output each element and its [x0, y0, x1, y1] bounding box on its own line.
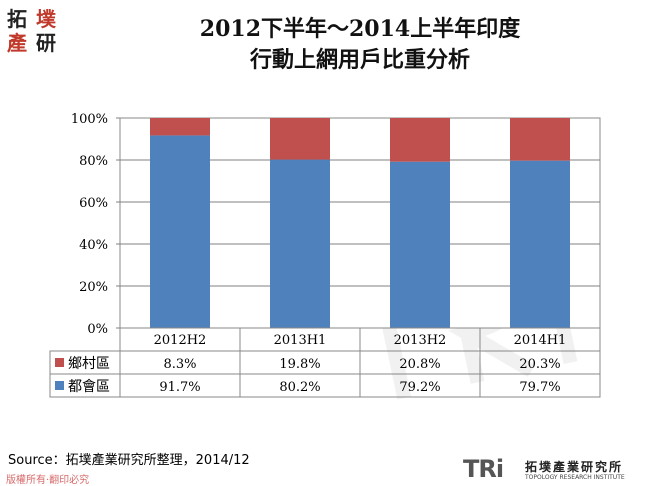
svg-text:拓: 拓 — [7, 7, 27, 31]
logo-icon: 拓 墣 產 研 — [4, 4, 66, 54]
y-tick-label: 100% — [71, 112, 108, 127]
tri-logo-chinese: 拓墣產業研究所 — [525, 460, 624, 474]
bars — [150, 118, 570, 328]
x-category-label: 2012H2 — [154, 333, 207, 348]
bar-segment — [150, 118, 210, 136]
bar-segment — [510, 118, 570, 161]
y-tick-label: 40% — [79, 238, 108, 253]
svg-text:產: 產 — [7, 31, 27, 54]
legend-swatch — [55, 358, 64, 367]
data-label: 80.2% — [279, 380, 320, 395]
tri-logo: TRi 拓墣產業研究所 TOPOLOGY RESEARCH INSTITUTE — [463, 455, 648, 485]
data-table: 2012H2 2013H1 2013H2 2014H1 鄉村區 8.3% 19.8% 20.8… — [49, 327, 601, 398]
bar-segment — [390, 161, 450, 328]
data-label: 79.7% — [519, 380, 560, 395]
data-label: 91.7% — [159, 380, 200, 395]
data-label: 20.3% — [519, 357, 560, 372]
bar-segment — [270, 118, 330, 160]
data-label: 19.8% — [279, 357, 320, 372]
data-label: 8.3% — [163, 357, 196, 372]
bar-segment — [150, 135, 210, 328]
legend-label: 都會區 — [68, 379, 110, 395]
tri-logo-mark: TRi — [463, 455, 504, 483]
y-axis-ticks: 0% 20% 40% 60% 80% 100% — [71, 112, 120, 337]
bar-segment — [390, 118, 450, 162]
data-label: 20.8% — [399, 357, 440, 372]
x-category-label: 2013H2 — [394, 333, 447, 348]
data-label: 79.2% — [399, 380, 440, 395]
svg-text:研: 研 — [36, 31, 56, 54]
copyright-note: 版權所有‧翻印必究 — [6, 475, 90, 486]
tri-logo-english: TOPOLOGY RESEARCH INSTITUTE — [525, 474, 625, 481]
y-tick-label: 80% — [79, 154, 108, 169]
chart-title: 2012下半年～2014上半年印度 行動上網用戶比重分析 — [120, 14, 600, 76]
bar-segment — [270, 159, 330, 328]
x-category-label: 2014H1 — [514, 333, 567, 348]
x-category-label: 2013H1 — [274, 333, 327, 348]
y-tick-label: 0% — [87, 322, 108, 337]
bar-segment — [510, 160, 570, 328]
legend-label: 鄉村區 — [68, 356, 110, 372]
svg-text:墣: 墣 — [36, 7, 57, 31]
title-line-2: 行動上網用戶比重分析 — [249, 47, 470, 73]
y-tick-label: 20% — [79, 280, 108, 295]
source-note: Source：拓墣產業研究所整理，2014/12 — [8, 453, 250, 468]
legend-swatch — [55, 381, 64, 390]
title-line-1: 2012下半年～2014上半年印度 — [199, 16, 521, 42]
y-tick-label: 60% — [79, 196, 108, 211]
